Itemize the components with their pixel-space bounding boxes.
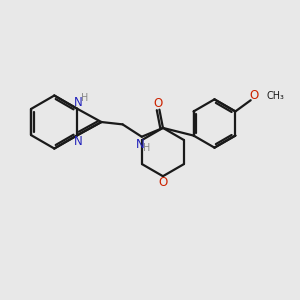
Text: N: N bbox=[74, 135, 83, 148]
Text: H: H bbox=[143, 143, 150, 153]
Text: CH₃: CH₃ bbox=[267, 91, 285, 100]
Text: O: O bbox=[158, 176, 168, 189]
Text: N: N bbox=[74, 96, 83, 109]
Text: O: O bbox=[250, 89, 259, 102]
Text: H: H bbox=[81, 94, 88, 103]
Text: N: N bbox=[136, 138, 145, 151]
Text: O: O bbox=[153, 97, 163, 110]
